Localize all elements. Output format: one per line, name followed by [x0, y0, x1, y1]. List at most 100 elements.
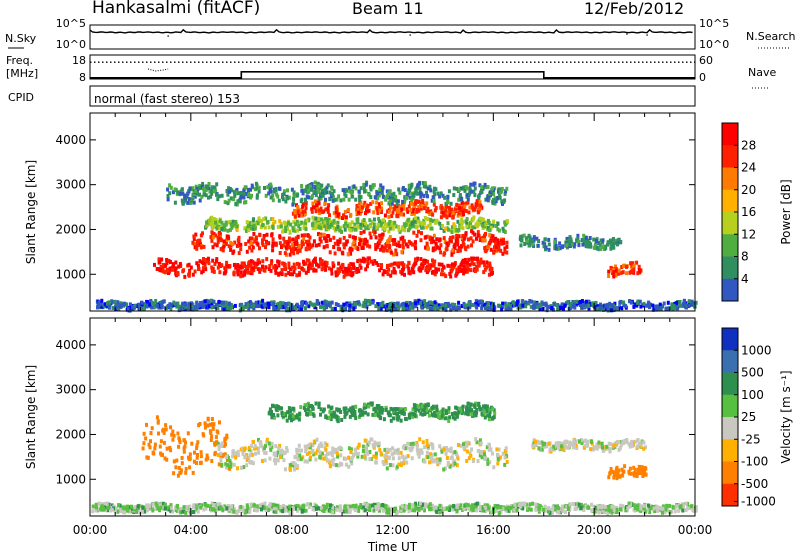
freq-strip-frame [90, 55, 695, 79]
velocity-panel-cell [284, 467, 287, 471]
power-panel-cell [151, 301, 154, 305]
power-panel-cell [344, 228, 347, 232]
station-title: Hankasalmi (fitACF) [92, 0, 260, 18]
velocity-panel-cell [197, 423, 200, 427]
power-panel-cell [266, 242, 269, 246]
power-panel-cell [239, 243, 242, 247]
velocity-panel-cell [164, 456, 167, 460]
power-panel-cell [316, 299, 319, 303]
power-panel-cell [315, 223, 318, 227]
velocity-panel-cell [178, 466, 181, 470]
velocity-panel-cell [332, 463, 335, 467]
power-panel-cell [223, 239, 226, 243]
power-panel-cell [342, 198, 345, 202]
power-panel-cell [533, 235, 536, 239]
velocity-panel-cell [261, 459, 264, 463]
power-panel-cell [502, 241, 505, 245]
velocity-panel-cell [486, 414, 489, 418]
power-panel-cell [371, 200, 374, 204]
velocity-panel-cell [484, 404, 487, 408]
velocity-panel-cell [392, 456, 395, 460]
power-panel-cell [446, 200, 449, 204]
power-panel-cell [282, 197, 285, 201]
power-panel-cell [226, 234, 229, 238]
power-panel-cell [371, 301, 374, 305]
power-panel-cell [469, 268, 472, 272]
power-panel-cell [210, 305, 213, 309]
velocity-panel-cell [368, 457, 371, 461]
nsky-label: N.Sky [5, 32, 37, 45]
power-panel-cell [452, 211, 455, 215]
power-panel-cell [342, 213, 345, 217]
power-panel-cell [436, 245, 439, 249]
velocity-panel-cell [427, 402, 430, 406]
power-panel-cell [580, 304, 583, 308]
power-panel-cell [315, 269, 318, 273]
power-panel-cell [450, 253, 453, 257]
velocity-panel-cell [363, 455, 366, 459]
power-panel-cell [458, 188, 461, 192]
power-panel-cell [256, 262, 259, 266]
power-panel-cell [433, 306, 436, 310]
freq-tick-bottom: 8 [79, 71, 86, 84]
power-panel-cell [389, 227, 392, 231]
velocity-panel-cell [389, 463, 392, 467]
beam-title: Beam 11 [352, 0, 424, 18]
velocity-panel-cell [254, 452, 257, 456]
velocity-panel-cell [404, 455, 407, 459]
power-panel-cell [398, 228, 401, 232]
power-panel-cell [265, 265, 268, 269]
velocity-panel-cell [364, 439, 367, 443]
nave-tick-bottom: 0 [699, 71, 706, 84]
power-panel-cell [645, 304, 648, 308]
cpid-text: normal (fast stereo) 153 [94, 92, 240, 106]
power-panel-cell [432, 195, 435, 199]
power-panel-cell [283, 263, 286, 267]
nave-tick-top: 60 [699, 54, 713, 67]
velocity-panel-cell [150, 431, 153, 435]
velocity-panel-cell [288, 409, 291, 413]
power-panel-cell [281, 230, 284, 234]
velocity-panel-cell [344, 457, 347, 461]
power-panel-cell [306, 258, 309, 262]
power-panel-cell [339, 269, 342, 273]
power-panel-cell [491, 186, 494, 190]
velocity-panel-cell [280, 411, 283, 415]
power-panel-cell [639, 305, 642, 309]
power-panel-cell [170, 186, 173, 190]
velocity-panel-cell [183, 446, 186, 450]
velocity-panel-cell [601, 442, 604, 446]
velocity-panel-cell [668, 504, 671, 508]
power-panel-cell [453, 243, 456, 247]
power-panel-cell [262, 217, 265, 221]
velocity-panel-cell [322, 457, 325, 461]
power-panel-cell [352, 240, 355, 244]
power-panel-cell [330, 272, 333, 276]
power-panel-cell [297, 265, 300, 269]
power-panel-cell [287, 262, 290, 266]
power-panel-cell [414, 201, 417, 205]
power-panel-cell [200, 270, 203, 274]
power-panel-cell [369, 225, 372, 229]
power-panel-cell [247, 228, 250, 232]
power-panel-cell [479, 204, 482, 208]
power-panel-cell [548, 242, 551, 246]
power-panel-cell [288, 302, 291, 306]
power-panel-cell [228, 302, 231, 306]
velocity-panel-cell [273, 452, 276, 456]
power-panel-cell [263, 269, 266, 273]
velocity-panel-cell [327, 459, 330, 463]
power-panel-cell [372, 226, 375, 230]
power-panel-cell [317, 217, 320, 221]
power-panel-cell [505, 187, 508, 191]
power-panel-cell [335, 206, 338, 210]
power-panel-cell [450, 202, 453, 206]
power-panel-cell [612, 275, 615, 279]
power-panel-cell [278, 199, 281, 203]
power-panel-cell [304, 188, 307, 192]
velocity-panel-cell [157, 419, 160, 423]
power-panel-cell [414, 246, 417, 250]
noise-strip-frame [90, 25, 695, 49]
velocity-panel-cell [392, 463, 395, 467]
power-panel-cell [393, 221, 396, 225]
